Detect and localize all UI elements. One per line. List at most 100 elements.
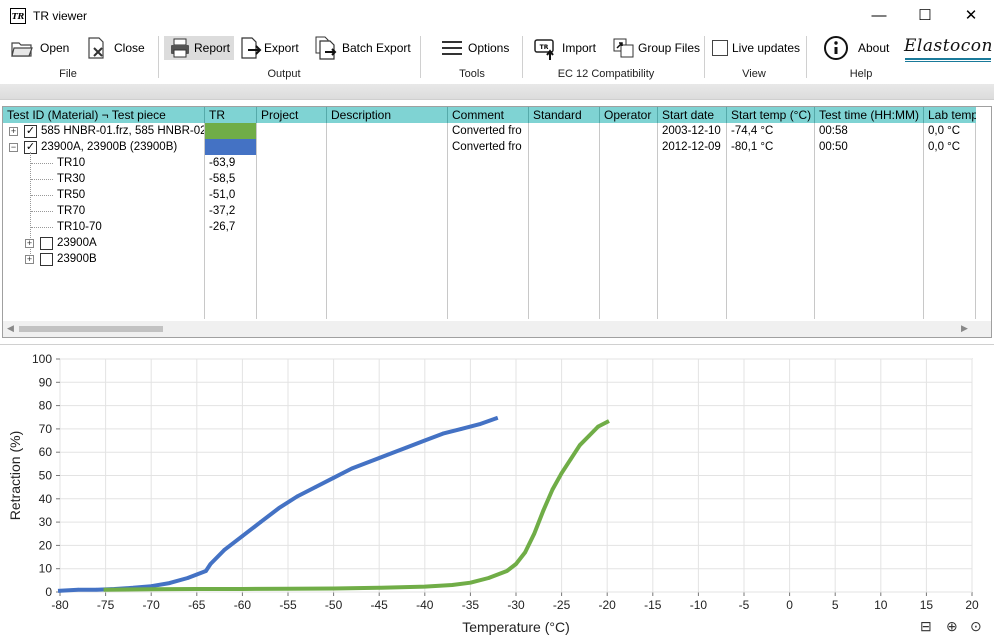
live-updates-toggle[interactable]: Live updates	[712, 36, 800, 60]
scroll-left-icon[interactable]: ◀	[7, 323, 14, 333]
y-axis-label: Retraction (%)	[7, 431, 23, 520]
series-point	[523, 550, 527, 555]
tr-name: TR30	[57, 173, 86, 185]
options-button[interactable]: Options	[440, 36, 509, 60]
row-test-id[interactable]: 23900A, 23900B (23900B)	[41, 141, 178, 153]
group-files-label: Group Files	[638, 41, 701, 55]
y-tick-label: 70	[39, 422, 53, 436]
batch-export-button[interactable]: Batch Export	[314, 36, 411, 60]
info-icon	[824, 36, 848, 60]
horizontal-scrollbar[interactable]: ◀ ▶	[3, 321, 991, 337]
tools-group-label: Tools	[459, 68, 485, 80]
about-button[interactable]: About	[824, 36, 889, 60]
y-tick-label: 60	[39, 445, 53, 459]
column-divider	[599, 123, 600, 319]
row-checkbox[interactable]: ✓	[24, 125, 37, 138]
maximize-button[interactable]: ☐	[918, 7, 932, 24]
ribbon-divider	[0, 84, 994, 100]
scroll-right-icon[interactable]: ▶	[961, 323, 968, 333]
export-button[interactable]: Export	[238, 36, 299, 60]
live-updates-checkbox[interactable]	[712, 40, 728, 56]
collapse-icon[interactable]: −	[9, 142, 18, 152]
series-point	[149, 584, 153, 588]
row-checkbox[interactable]	[40, 253, 53, 266]
close-window-button[interactable]: ✕	[964, 7, 978, 24]
column-header-start-temp[interactable]: Start temp (°C)	[727, 107, 815, 123]
tr-color-swatch[interactable]	[205, 139, 256, 155]
minimize-button[interactable]: —	[871, 7, 887, 24]
expand-icon[interactable]: +	[9, 126, 18, 136]
row-comment: Converted fro	[452, 141, 522, 153]
column-header-lab-temp[interactable]: Lab temp	[924, 107, 976, 123]
column-divider	[814, 123, 815, 319]
expand-icon[interactable]: +	[25, 238, 34, 248]
row-test-id[interactable]: 585 HNBR-01.frz, 585 HNBR-02	[41, 125, 204, 137]
x-tick-label: 20	[965, 598, 979, 612]
row-lab-temp: 0,0 °C	[928, 141, 961, 153]
column-header-start-date[interactable]: Start date	[658, 107, 727, 123]
open-button[interactable]: Open	[10, 36, 69, 60]
close-button[interactable]: Close	[84, 36, 145, 60]
tr-name: TR70	[57, 205, 86, 217]
tr-name: TR50	[57, 189, 86, 201]
column-header-description[interactable]: Description	[327, 107, 448, 123]
x-tick-label: -50	[325, 598, 343, 612]
row-test-time: 00:50	[819, 141, 848, 153]
ec12-group-label: EC 12 Compatibility	[557, 68, 655, 80]
file-group-label: File	[59, 68, 77, 80]
import-button[interactable]: TR Import	[534, 36, 596, 60]
column-header-standard[interactable]: Standard	[529, 107, 600, 123]
series-point	[103, 587, 108, 592]
column-header-operator[interactable]: Operator	[600, 107, 658, 123]
row-comment: Converted fro	[452, 125, 522, 137]
svg-text:TR: TR	[540, 44, 549, 51]
open-label: Open	[40, 41, 70, 55]
x-tick-label: -40	[416, 598, 434, 612]
series-point	[295, 494, 299, 499]
y-tick-label: 30	[39, 515, 53, 529]
options-label: Options	[468, 41, 510, 55]
sample-name[interactable]: 23900B	[57, 253, 97, 265]
y-tick-label: 20	[39, 538, 53, 552]
tr-name: TR10	[57, 157, 86, 169]
app-icon: TR	[10, 8, 26, 24]
view-group-label: View	[742, 68, 766, 80]
series-point	[450, 583, 454, 587]
batch-export-label: Batch Export	[342, 41, 411, 55]
series-point	[313, 485, 318, 489]
expand-icon[interactable]: +	[25, 254, 34, 264]
separator	[158, 36, 159, 78]
series-point	[58, 589, 62, 593]
output-group-label: Output	[267, 68, 301, 80]
tr-color-swatch[interactable]	[205, 123, 256, 139]
x-tick-label: -30	[507, 598, 525, 612]
zoom-fit-icon[interactable]: ⊙	[970, 618, 982, 634]
retraction-chart[interactable]: -80 -75 -70 -65 -60 -55 -50 -45 -40 -35 -30 -25 -20-…	[0, 345, 994, 643]
column-header-comment[interactable]: Comment	[448, 107, 529, 123]
row-checkbox[interactable]	[40, 237, 53, 250]
series-point	[477, 422, 482, 427]
y-tick-label: 50	[39, 469, 53, 483]
elastocon-logo: Elastocon	[904, 36, 993, 56]
report-button[interactable]: Report	[164, 36, 234, 60]
tree-line	[31, 179, 53, 180]
series-point	[494, 416, 498, 421]
column-header-test-id[interactable]: Test ID (Material) ¬ Test piece	[3, 107, 205, 123]
row-test-time: 00:58	[819, 125, 848, 137]
tr-value: -58,5	[209, 173, 236, 185]
export-label: Export	[264, 41, 299, 55]
group-files-button[interactable]: Group Files	[612, 36, 700, 60]
column-header-test-time[interactable]: Test time (HH:MM)	[815, 107, 924, 123]
separator	[522, 36, 523, 78]
y-tick-label: 0	[45, 585, 52, 599]
scrollbar-thumb[interactable]	[19, 326, 163, 332]
menu-icon	[442, 41, 462, 55]
zoom-in-icon[interactable]: ⊕	[946, 618, 958, 634]
column-header-project[interactable]: Project	[257, 107, 327, 123]
sample-name[interactable]: 23900A	[57, 237, 97, 249]
tree-line	[30, 152, 31, 264]
legend-toggle-icon[interactable]: ⊟	[920, 618, 932, 634]
column-header-tr[interactable]: TR	[205, 107, 257, 123]
series-point	[423, 438, 427, 443]
logo-underline	[905, 61, 991, 62]
